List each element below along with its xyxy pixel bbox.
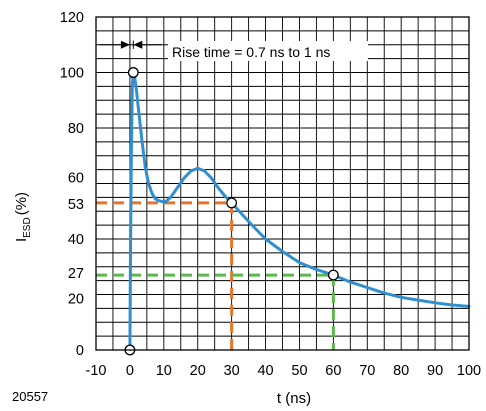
x-tick-label: -10	[86, 363, 107, 379]
rise-time-arrow-left-head	[120, 40, 130, 49]
svg-text:IESD(%): IESD (%)	[13, 192, 33, 242]
y-tick-label: 0	[76, 343, 84, 359]
x-tick-label: 70	[359, 363, 375, 379]
x-axis-title: t (ns)	[277, 390, 311, 407]
x-tick-label: 60	[325, 363, 341, 379]
y-axis-title-main: I	[13, 238, 30, 242]
x-tick-label: 90	[427, 363, 443, 379]
y-axis-title-sub: ESD	[22, 217, 33, 238]
plot-frame	[95, 16, 470, 351]
annotation-background	[168, 41, 368, 61]
rise-time-annotation: Rise time = 0.7 ns to 1 ns	[99, 40, 368, 61]
data-point-marker	[226, 197, 238, 209]
x-tick-label: 10	[156, 363, 172, 379]
annotation-text: Rise time = 0.7 ns to 1 ns	[172, 44, 330, 60]
y-tick-label: 80	[68, 121, 84, 137]
y-tick-label: 40	[68, 232, 84, 248]
y-tick-label: 100	[60, 66, 84, 82]
series-line	[128, 71, 471, 352]
y-tick-label: 60	[68, 171, 84, 187]
y-tick-labels: 0 20 27 40 53 60 80 100 120	[60, 10, 84, 359]
figure-code: 20557	[12, 389, 48, 404]
x-tick-label: 0	[126, 363, 134, 379]
x-tick-label: 30	[224, 363, 240, 379]
data-point-marker	[127, 67, 139, 78]
x-tick-label: 100	[457, 363, 481, 379]
reference-lines	[96, 201, 335, 350]
x-tick-labels: -10 0 10 20 30 40 50 60 70 80 90 100	[86, 363, 482, 379]
rise-time-arrow-right-head	[133, 40, 143, 49]
x-tick-label: 20	[190, 363, 206, 379]
y-tick-label: 120	[60, 10, 84, 26]
y-tick-label: 27	[68, 266, 84, 282]
x-tick-label: 40	[257, 363, 273, 379]
x-tick-label: 80	[393, 363, 409, 379]
x-tick-label: 50	[291, 363, 307, 379]
y-tick-label: 20	[68, 292, 84, 308]
y-axis-title-unit: (%)	[13, 192, 30, 215]
y-axis-title: IESD (%)	[13, 192, 33, 242]
y-tick-label: 53	[68, 197, 84, 213]
series-layer	[128, 71, 471, 352]
data-point-marker	[327, 269, 339, 281]
